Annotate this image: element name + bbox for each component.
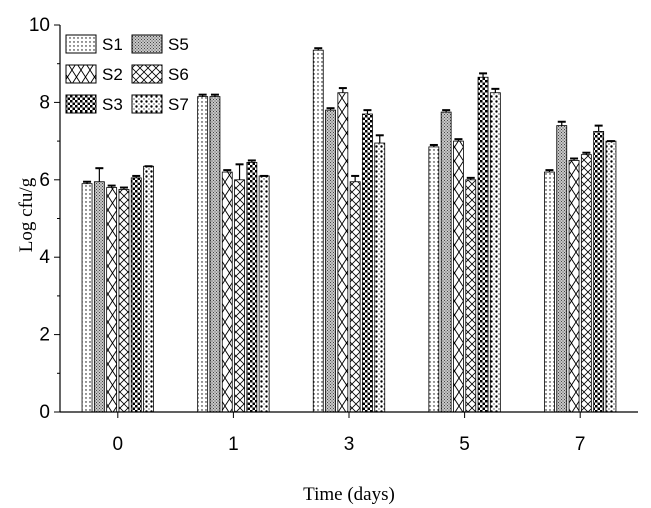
y-tick-label: 10 xyxy=(29,15,50,36)
legend-label-s3: S3 xyxy=(102,95,123,114)
bar-s1-day-7 xyxy=(544,171,555,413)
bar-s3-day-7 xyxy=(568,160,580,413)
y-tick-label: 8 xyxy=(39,92,50,113)
legend-label-s5: S5 xyxy=(168,35,189,54)
x-tick-label: 5 xyxy=(459,434,470,455)
bar-s6-day-3 xyxy=(362,113,373,413)
bar-s5-day-0 xyxy=(118,189,130,413)
legend-swatch-s6 xyxy=(131,64,163,84)
legend-label-s2: S2 xyxy=(102,65,123,84)
bar-s7-day-7 xyxy=(605,140,617,413)
bar-s2-day-7 xyxy=(556,125,568,413)
legend-swatch-s1 xyxy=(65,34,97,54)
bar-s7-day-0 xyxy=(143,165,154,413)
y-tick-label: 6 xyxy=(39,170,50,191)
x-tick-label: 3 xyxy=(344,434,355,455)
bar-s2-day-3 xyxy=(325,109,336,413)
legend-swatch-s2 xyxy=(65,64,97,84)
bar-s2-day-5 xyxy=(440,111,452,413)
x-tick-label: 7 xyxy=(575,434,586,455)
bar-s1-day-5 xyxy=(428,146,440,413)
bar-s1-day-3 xyxy=(312,49,324,413)
x-axis-title: Time (days) xyxy=(303,484,395,505)
bar-s7-day-5 xyxy=(489,92,501,413)
legend-swatch-s7 xyxy=(131,94,163,114)
y-axis-title: Log cfu/g xyxy=(16,177,37,252)
bar-s3-day-1 xyxy=(221,171,233,413)
bar-s2-day-1 xyxy=(209,96,221,413)
bar-s6-day-1 xyxy=(246,161,258,413)
y-tick-label: 0 xyxy=(39,402,50,423)
bar-s6-day-0 xyxy=(130,177,142,413)
axes-group: 0 2 4 6 8 10 0 1 3 5 7 xyxy=(29,15,638,455)
bar-s3-day-0 xyxy=(106,187,118,413)
bar-s6-day-7 xyxy=(593,131,605,413)
bar-s6-day-5 xyxy=(477,76,489,413)
x-tick-label: 1 xyxy=(228,434,239,455)
bar-s2-day-0 xyxy=(93,181,105,413)
y-tick-label: 2 xyxy=(39,325,50,346)
x-tick-label: 0 xyxy=(113,434,124,455)
bar-s3-day-5 xyxy=(453,140,464,413)
legend-label-s6: S6 xyxy=(168,65,189,84)
bar-s7-day-1 xyxy=(258,175,270,413)
legend-label-s1: S1 xyxy=(102,35,123,54)
bar-s7-day-3 xyxy=(374,142,386,413)
legend-swatch-s3 xyxy=(65,94,97,114)
bar-s1-day-1 xyxy=(197,96,209,413)
legend: S1 S5 S2 S6 S3 S7 xyxy=(65,34,189,114)
bar-s5-day-3 xyxy=(349,181,361,413)
legend-swatch-s5 xyxy=(131,34,163,54)
bar-s5-day-5 xyxy=(465,179,477,413)
bar-s3-day-3 xyxy=(337,92,349,413)
bar-s5-day-1 xyxy=(234,179,245,413)
bars-group xyxy=(81,47,617,413)
y-tick-label: 4 xyxy=(39,247,50,268)
bar-s1-day-0 xyxy=(81,183,93,413)
legend-label-s7: S7 xyxy=(168,95,189,114)
bar-s5-day-7 xyxy=(580,154,592,413)
